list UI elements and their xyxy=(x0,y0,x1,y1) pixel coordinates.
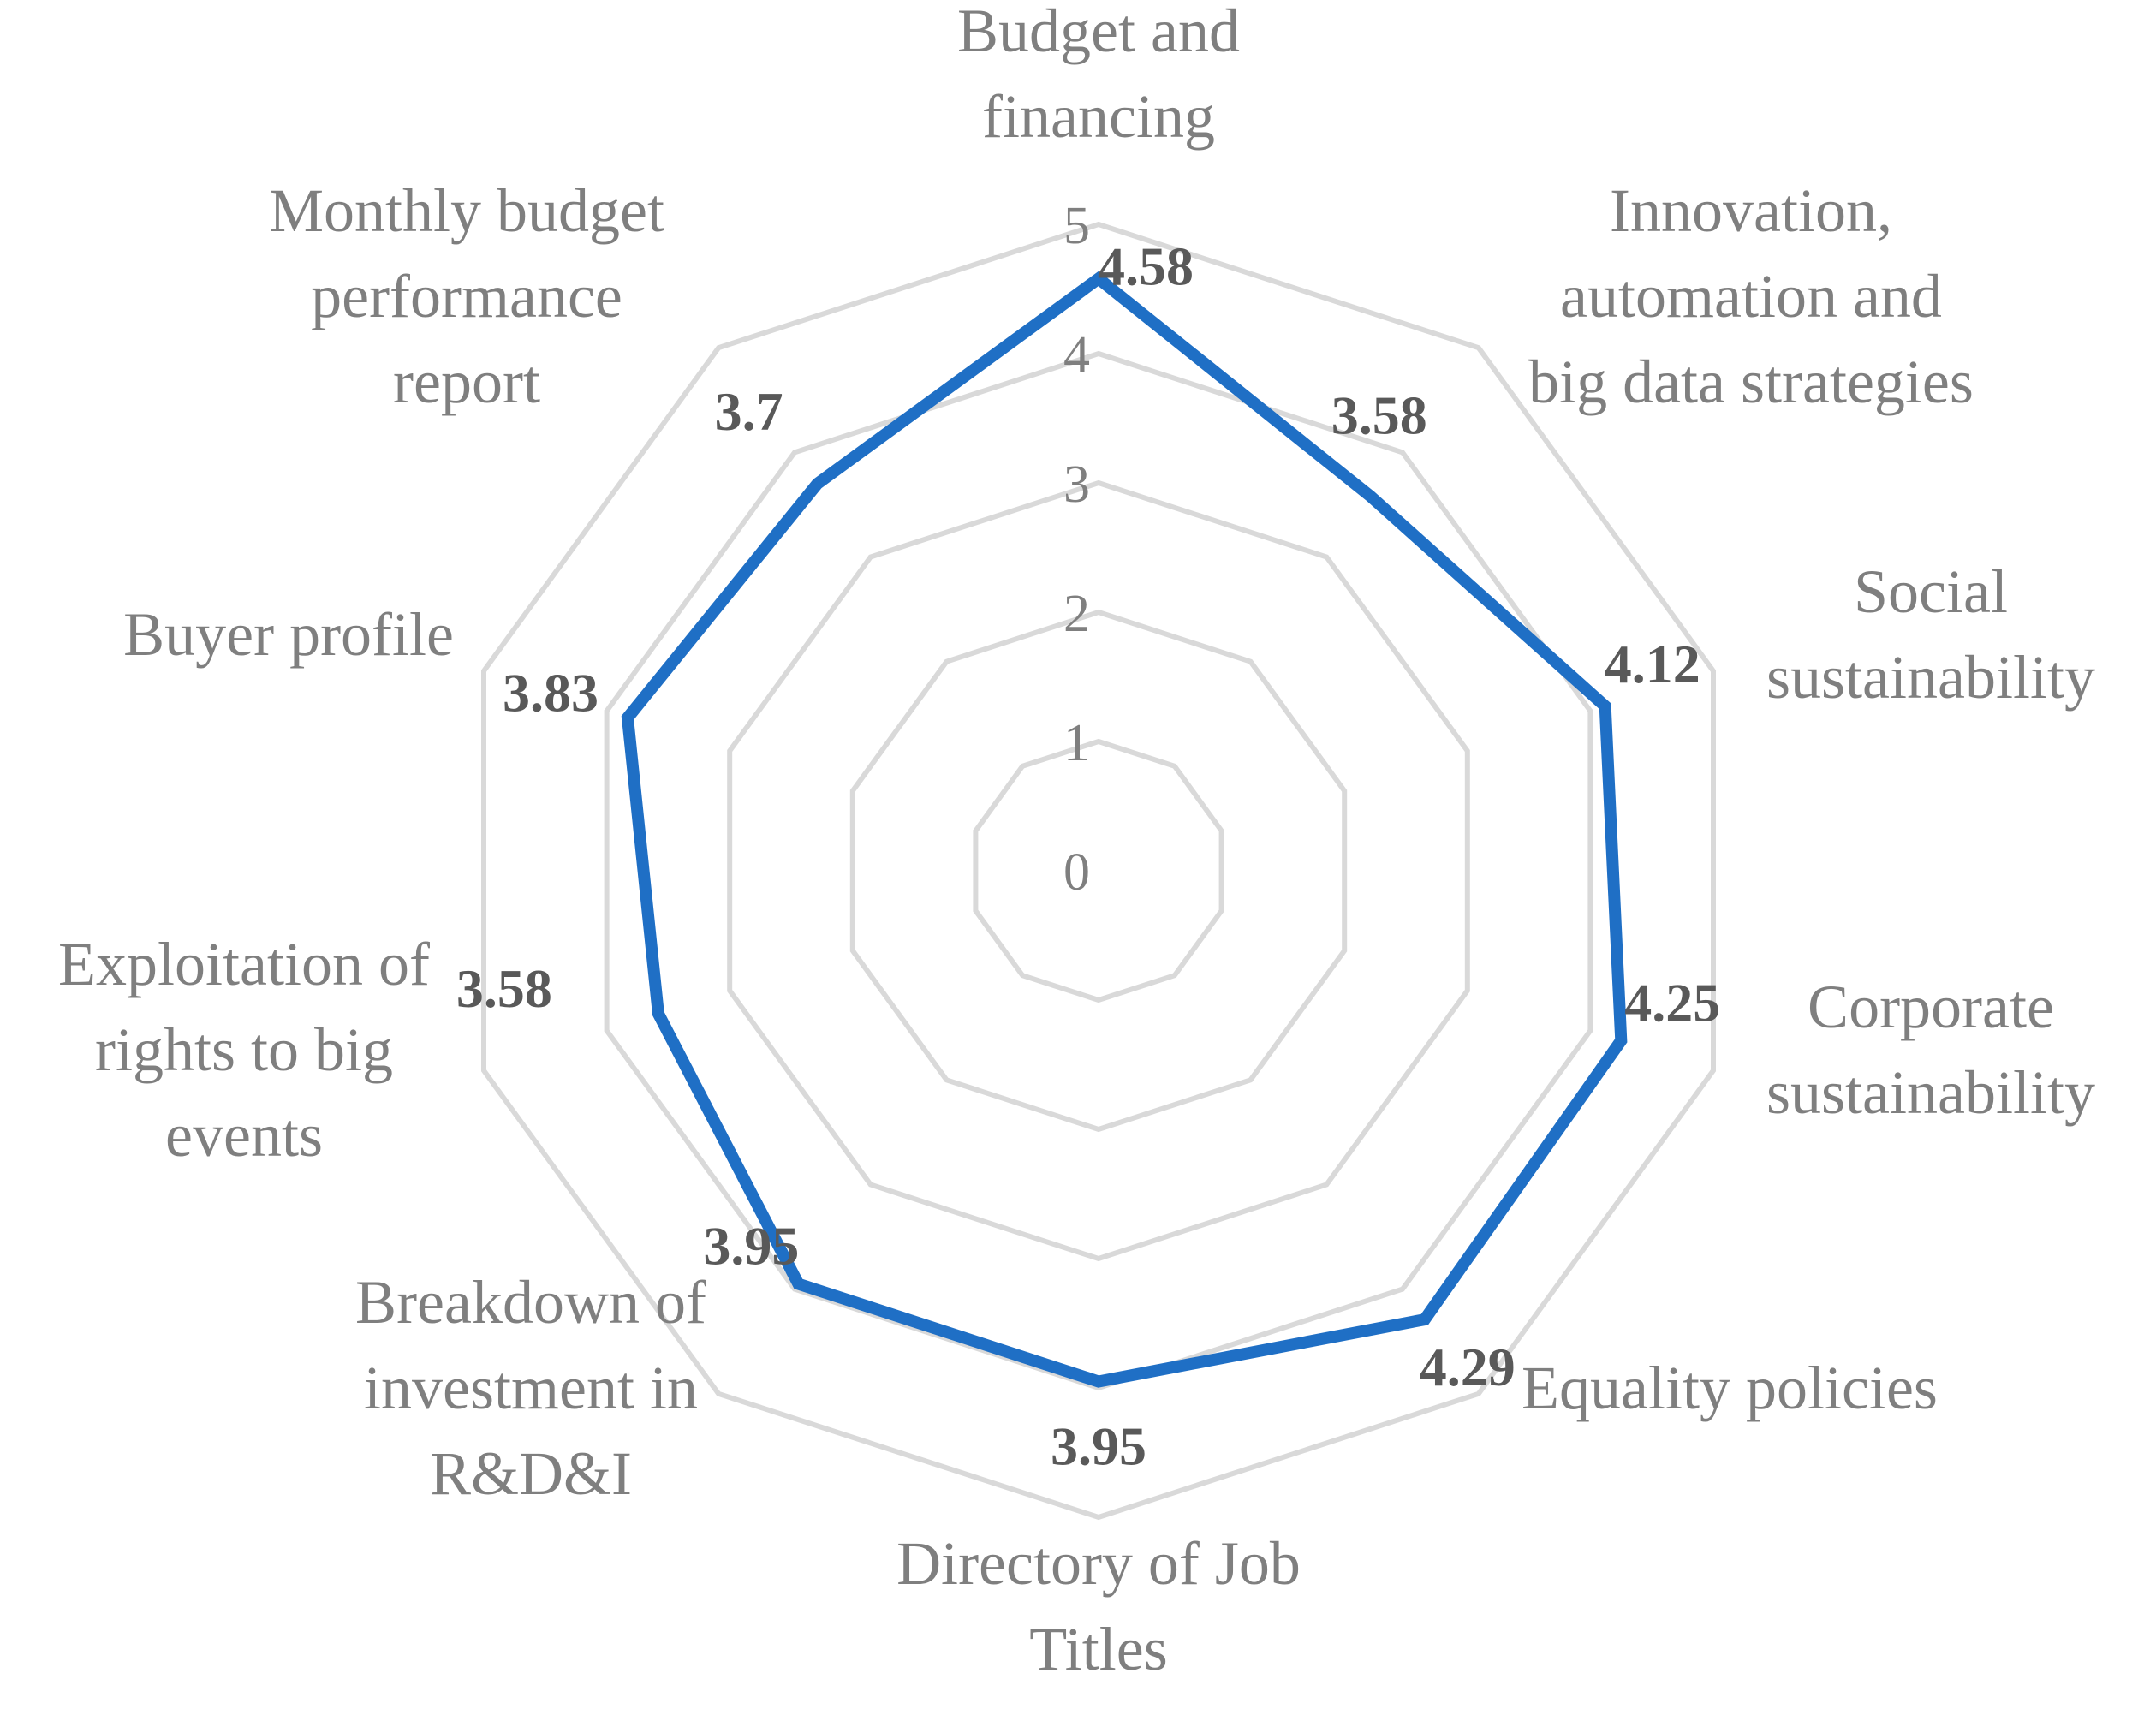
category-label: Buyer profile xyxy=(123,600,454,669)
tick-label: 2 xyxy=(1063,585,1090,643)
category-label: Directory of Job Titles xyxy=(896,1529,1301,1683)
tick-label: 5 xyxy=(1063,197,1090,255)
data-labels: 4.58 3.58 4.12 4.25 4.29 3.95 3.95 3.58 3.83 3.7 xyxy=(456,235,1720,1476)
series-layer xyxy=(621,271,1628,1388)
grid-ring-3 xyxy=(727,479,1470,1262)
category-label: Breakdown of investment in R&D&I xyxy=(355,1268,706,1508)
tick-labels: 0 1 2 3 4 5 xyxy=(1063,197,1090,902)
data-label: 3.83 xyxy=(503,662,599,723)
category-label: Social sustainability xyxy=(1766,557,2095,712)
data-label: 4.25 xyxy=(1624,972,1720,1033)
category-label: Exploitation of rights to big events xyxy=(58,930,430,1170)
data-label: 3.58 xyxy=(1331,385,1427,446)
data-label: 3.95 xyxy=(1051,1416,1146,1477)
data-label: 4.58 xyxy=(1098,235,1194,296)
grid-ring-2 xyxy=(849,609,1348,1133)
category-label: Corporate sustainability xyxy=(1766,973,2095,1127)
grid-layer xyxy=(481,221,1716,1521)
tick-label: 3 xyxy=(1063,456,1090,514)
category-label: Budget and financing xyxy=(957,0,1240,151)
data-label: 4.12 xyxy=(1605,634,1700,694)
data-label: 3.58 xyxy=(456,958,552,1019)
category-label: Innovation, automation and big data strate… xyxy=(1528,176,1974,416)
tick-label: 0 xyxy=(1063,843,1090,902)
category-labels: Budget and financing Innovation, automation… xyxy=(58,0,2095,1683)
grid-ring-1 xyxy=(973,738,1224,1003)
data-label: 3.7 xyxy=(715,381,783,442)
category-label: Monthly budget performance report xyxy=(269,176,664,416)
data-label: 4.29 xyxy=(1420,1337,1516,1397)
tick-label: 4 xyxy=(1063,326,1090,384)
category-label: Equality policies xyxy=(1522,1354,1938,1422)
tick-label: 1 xyxy=(1063,714,1090,772)
data-label: 3.95 xyxy=(703,1216,799,1277)
grid-ring-5 xyxy=(481,221,1716,1521)
series-line-0 xyxy=(621,271,1628,1388)
grid-ring-4 xyxy=(604,350,1593,1391)
